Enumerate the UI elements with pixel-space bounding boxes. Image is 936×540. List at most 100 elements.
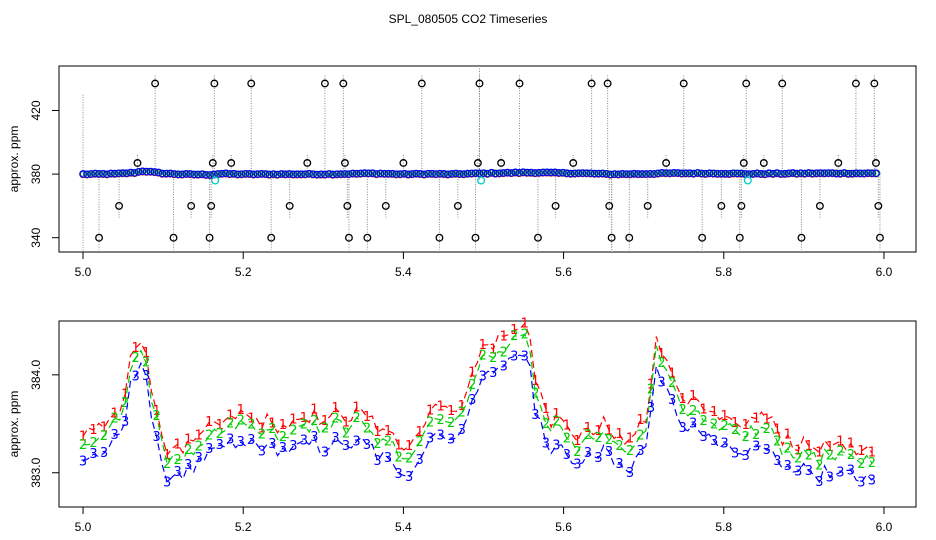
baseline-point-blue [118,169,127,177]
chart-title: SPL_080505 CO2 Timeseries [389,12,548,26]
baseline-point-blue [614,170,623,179]
outlier-point-29 [497,159,506,167]
baseline-point-blue [336,170,345,178]
baseline-point-blue [836,169,845,178]
series-2-point: 2 [79,438,87,453]
baseline-point-blue [725,169,734,178]
series-2-point: 2 [647,382,655,397]
series-3-point: 3 [700,430,708,445]
baseline-point-blue [249,170,258,179]
baseline-point-blue [237,170,246,178]
series-1-point: 1 [636,413,644,428]
series-2-point: 2 [615,439,623,454]
baseline-point-blue [483,169,492,178]
baseline-point-blue [479,169,488,177]
baseline-point-blue [408,170,416,178]
baseline-point-blue [202,171,210,179]
series-3-point: 3 [468,393,476,408]
y-tick-label: 380 [29,164,43,184]
baseline-point-blue [519,168,527,177]
series-3-point: 3 [363,438,371,453]
series-1-point: 1 [268,417,276,432]
baseline-point-blue [432,170,440,178]
series-1-point: 1 [479,338,487,353]
series-2-point: 2 [142,356,150,371]
series-2-point: 2 [700,414,708,429]
baseline-point-blue [245,169,254,178]
series-1-point: 1 [131,341,139,356]
series-line-2 [82,333,873,468]
series-2-point: 2 [447,416,455,431]
baseline-point-blue [693,169,702,177]
series-1-point: 1 [121,387,129,402]
baseline-point-blue [733,169,741,178]
series-3-point: 3 [226,433,234,448]
baseline-point-blue [586,169,595,178]
series-1-point: 1 [847,437,855,452]
baseline-point-blue [321,170,329,179]
baseline-point-blue [717,169,726,178]
baseline-point-blue [495,169,504,178]
series-2-point: 2 [310,414,318,429]
outlier-point-30 [515,79,524,88]
baseline-point-blue [380,169,389,178]
series-2-point: 2 [321,422,329,437]
baseline-point-blue [99,169,107,178]
series-2-point: 2 [826,449,834,464]
baseline-point-blue [598,169,607,178]
series-3-point: 3 [857,475,865,490]
series-1-point: 1 [184,432,192,447]
series-3-point: 3 [437,429,445,444]
series-3-point: 3 [289,439,297,454]
series-2-point: 2 [405,452,413,467]
baseline-point-blue [273,170,282,179]
series-1-point: 1 [615,427,623,442]
series-2-point: 2 [89,436,97,451]
series-2-point: 2 [216,427,224,442]
baseline-point-blue [594,169,603,178]
outlier-point-24 [435,233,444,242]
baseline-point-blue [436,169,444,178]
series-2-point: 2 [479,349,487,364]
x-tick-label: 5.2 [235,520,252,534]
outlier-point-43 [717,201,726,210]
baseline-point-blue [225,170,234,178]
y-axis-label-top: approx. ppm [7,126,21,193]
baseline-point-blue [420,170,428,179]
series-1-point: 1 [657,347,665,362]
outlier-point-52 [834,159,843,167]
baseline-point-blue [194,170,202,179]
baseline-point-blue [388,169,397,178]
series-3-point: 3 [678,421,686,436]
series-2-point: 2 [268,422,276,437]
series-2-point: 2 [742,430,750,445]
baseline-point-blue [562,169,571,178]
baseline-point-blue [773,169,781,177]
baseline-point-blue [265,170,274,179]
baseline-point-blue [368,169,377,177]
baseline-point-blue [840,169,849,177]
series-2-point: 2 [174,453,182,468]
baseline-point-blue [190,170,198,179]
series-2-point: 2 [710,418,718,433]
series-2-point: 2 [815,459,823,474]
baseline-point-blue [317,170,325,179]
series-2-point: 2 [542,417,550,432]
series-2-point: 2 [500,345,508,360]
series-1-point: 1 [415,425,423,440]
baseline-point-blue [178,170,186,179]
outlier-point-20 [363,233,372,242]
series-1-point: 1 [763,412,771,427]
baseline-point-blue [356,169,365,178]
series-3-point: 3 [163,475,171,490]
series-2-point: 2 [121,396,129,411]
series-3-point: 3 [184,458,192,473]
outlier-point-25 [453,201,462,210]
baseline-point-blue [757,170,765,178]
baseline-point-blue [138,167,147,176]
x-tick-label: 5.0 [75,520,92,534]
baseline-point-blue [741,170,749,178]
series-2-point: 2 [731,423,739,438]
series-2-point: 2 [426,415,434,430]
outlier-point-48 [759,159,768,167]
